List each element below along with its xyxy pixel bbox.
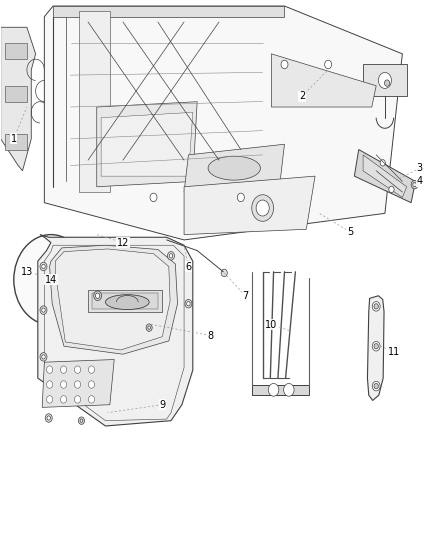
Ellipse shape [48, 288, 59, 294]
Polygon shape [184, 144, 285, 192]
Circle shape [185, 300, 192, 308]
Text: 6: 6 [185, 262, 191, 271]
Circle shape [378, 72, 392, 88]
Polygon shape [92, 293, 158, 309]
Polygon shape [49, 245, 177, 354]
Circle shape [88, 366, 95, 373]
Text: 2: 2 [299, 91, 305, 101]
Circle shape [40, 306, 47, 314]
Ellipse shape [44, 274, 62, 280]
Text: 5: 5 [347, 227, 353, 237]
Circle shape [46, 366, 53, 373]
Polygon shape [88, 290, 162, 312]
Circle shape [74, 395, 81, 403]
Polygon shape [272, 54, 376, 107]
Circle shape [385, 80, 390, 86]
Circle shape [372, 342, 380, 351]
Circle shape [187, 302, 190, 306]
Polygon shape [5, 86, 27, 102]
Circle shape [372, 302, 380, 311]
Polygon shape [53, 6, 285, 17]
Circle shape [284, 383, 294, 396]
Circle shape [88, 395, 95, 403]
Ellipse shape [106, 295, 149, 310]
Text: 3: 3 [417, 163, 423, 173]
Circle shape [167, 252, 174, 260]
Polygon shape [354, 150, 416, 203]
Circle shape [380, 160, 385, 166]
Circle shape [46, 395, 53, 403]
Circle shape [268, 383, 279, 396]
Polygon shape [184, 176, 315, 235]
Circle shape [88, 381, 95, 388]
Circle shape [60, 381, 67, 388]
Circle shape [40, 353, 47, 361]
Text: 10: 10 [265, 320, 278, 330]
Circle shape [237, 193, 244, 201]
Circle shape [221, 269, 227, 277]
Circle shape [372, 381, 380, 391]
Polygon shape [5, 134, 27, 150]
Polygon shape [44, 6, 403, 240]
Circle shape [374, 383, 378, 389]
Text: 13: 13 [21, 267, 33, 277]
Circle shape [42, 355, 45, 359]
Polygon shape [1, 27, 35, 171]
Circle shape [146, 324, 152, 332]
Ellipse shape [208, 156, 261, 180]
Circle shape [169, 254, 173, 258]
Text: 7: 7 [242, 290, 248, 301]
Circle shape [325, 60, 332, 69]
Text: 14: 14 [45, 275, 57, 285]
Polygon shape [5, 43, 27, 59]
Circle shape [150, 193, 157, 201]
Circle shape [413, 182, 417, 187]
Circle shape [14, 235, 88, 325]
Circle shape [281, 60, 288, 69]
Circle shape [78, 417, 85, 424]
Circle shape [46, 381, 53, 388]
Polygon shape [79, 11, 110, 192]
Circle shape [252, 195, 274, 221]
Text: 8: 8 [207, 330, 213, 341]
Polygon shape [55, 249, 170, 350]
Polygon shape [38, 235, 193, 426]
Circle shape [148, 326, 150, 329]
Polygon shape [363, 155, 407, 197]
Polygon shape [50, 277, 56, 290]
Text: 12: 12 [117, 238, 129, 247]
Circle shape [47, 416, 50, 420]
Circle shape [374, 304, 378, 309]
Polygon shape [252, 384, 308, 395]
Text: 9: 9 [159, 400, 165, 410]
Circle shape [94, 291, 102, 301]
Circle shape [95, 293, 100, 298]
Polygon shape [97, 102, 197, 187]
Polygon shape [363, 64, 407, 96]
Circle shape [80, 419, 83, 422]
Ellipse shape [41, 266, 65, 276]
Polygon shape [42, 360, 114, 407]
Circle shape [42, 308, 45, 312]
Circle shape [74, 381, 81, 388]
Circle shape [45, 414, 52, 422]
Circle shape [411, 180, 418, 189]
Circle shape [374, 344, 378, 349]
Circle shape [389, 186, 394, 192]
Polygon shape [101, 112, 193, 176]
Circle shape [60, 395, 67, 403]
Circle shape [40, 262, 47, 271]
Text: 11: 11 [388, 346, 400, 357]
Text: 4: 4 [417, 176, 423, 187]
Circle shape [74, 366, 81, 373]
Circle shape [42, 264, 45, 269]
Polygon shape [367, 296, 384, 400]
Circle shape [60, 366, 67, 373]
Text: 1: 1 [11, 134, 17, 144]
Circle shape [256, 200, 269, 216]
